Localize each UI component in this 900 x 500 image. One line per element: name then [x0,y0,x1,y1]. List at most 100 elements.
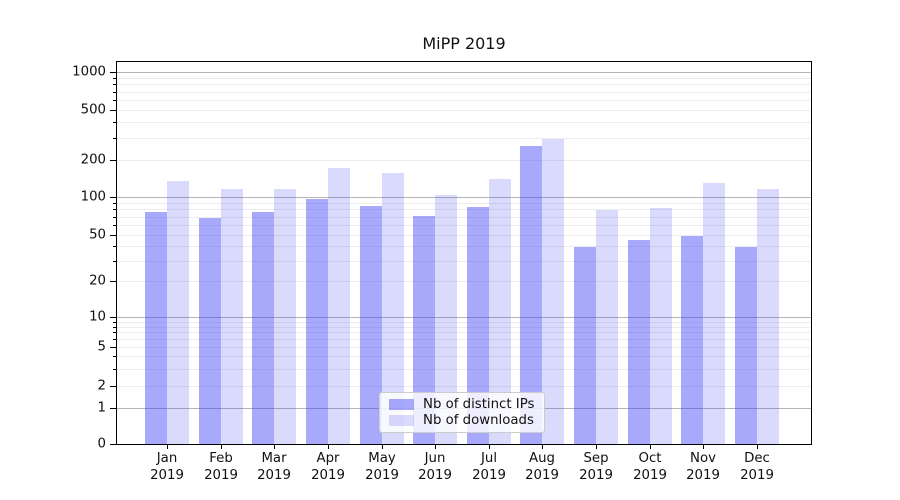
gridline-minor [117,203,811,204]
y-minor-tick [113,137,116,139]
plot-area [116,61,812,445]
bar-distinct-ips [306,199,328,444]
y-minor-tick [113,216,116,218]
y-minor-tick [113,326,116,328]
y-minor-tick [113,202,116,204]
x-tick [382,445,383,449]
gridline-major [117,197,811,198]
y-tick [110,235,116,236]
bar-distinct-ips [735,247,757,444]
gridline-major [117,72,811,73]
y-tick-label: 2 [97,378,106,394]
y-minor-tick [113,321,116,323]
x-tick [596,445,597,449]
y-tick [110,317,116,318]
y-tick-label: 500 [80,102,106,118]
x-tick [221,445,222,449]
x-tick-label: Jun 2019 [418,451,452,483]
y-tick-label: 5 [97,339,106,355]
x-tick [489,445,490,449]
x-tick [542,445,543,449]
x-tick-label: Jan 2019 [150,451,184,483]
y-minor-tick [113,77,116,79]
y-tick [110,408,116,409]
y-tick [110,110,116,111]
gridline-minor [117,84,811,85]
gridline-minor [117,322,811,323]
x-tick [328,445,329,449]
gridline-minor [117,261,811,262]
bar-downloads [542,139,564,444]
gridline-major [117,317,811,318]
gridline-minor [117,92,811,93]
y-minor-tick [113,84,116,86]
chart-title: MiPP 2019 [422,34,506,53]
bar-distinct-ips [467,207,489,444]
x-tick [757,445,758,449]
y-tick [110,160,116,161]
x-tick-label: Apr 2019 [311,451,345,483]
gridline-minor [117,160,811,161]
bar-distinct-ips [413,216,435,444]
bar-distinct-ips [360,206,382,444]
legend-entry-downloads: Nb of downloads [389,413,536,428]
y-tick [110,444,116,445]
y-minor-tick [113,209,116,211]
y-tick-label: 100 [80,189,106,205]
y-tick-label: 10 [89,309,106,325]
y-minor-tick [113,225,116,226]
x-tick-label: Feb 2019 [204,451,238,483]
bar-distinct-ips [574,247,596,444]
gridline-minor [117,356,811,357]
x-tick-label: Oct 2019 [633,451,667,483]
y-tick-label: 1 [97,400,106,416]
x-tick-label: Mar 2019 [257,451,291,483]
gridline-minor [117,386,811,387]
x-tick [650,445,651,449]
bar-downloads [274,189,296,444]
gridline-minor [117,217,811,218]
y-tick-label: 1000 [72,64,106,80]
bar-distinct-ips [628,240,650,444]
bar-downloads [650,208,672,444]
gridline-minor [117,246,811,247]
y-tick [110,197,116,198]
bar-distinct-ips [681,236,703,444]
y-minor-tick [113,260,116,262]
gridline-minor [117,225,811,226]
legend: Nb of distinct IPs Nb of downloads [379,392,545,433]
y-minor-tick [113,91,116,93]
gridline-minor [117,122,811,123]
y-tick [110,72,116,73]
y-tick [110,347,116,348]
y-minor-tick [113,356,116,358]
y-tick [110,281,116,282]
legend-swatch-distinct-ips-icon [389,399,414,411]
bar-distinct-ips [520,146,542,444]
x-tick-label: Nov 2019 [686,451,720,483]
y-minor-tick [113,368,116,370]
gridline-minor [117,332,811,333]
gridline-minor [117,369,811,370]
y-tick-label: 0 [97,436,106,452]
x-tick-label: Dec 2019 [740,451,774,483]
bar-distinct-ips [199,218,221,444]
gridline-minor [117,100,811,101]
legend-label-downloads: Nb of downloads [423,412,534,428]
y-tick-label: 20 [89,273,106,289]
gridline-minor [117,339,811,340]
x-tick-label: Sep 2019 [579,451,613,483]
bar-distinct-ips [252,212,274,444]
bar-downloads [382,173,404,444]
gridline-minor [117,78,811,79]
y-tick-label: 50 [89,227,106,243]
legend-label-distinct-ips: Nb of distinct IPs [423,397,535,413]
bar-downloads [489,179,511,444]
bar-downloads [703,183,725,444]
y-minor-tick [113,122,116,124]
x-tick-label: Jul 2019 [472,451,506,483]
bar-downloads [167,181,189,444]
gridline-minor [117,138,811,139]
x-tick [274,445,275,449]
bar-distinct-ips [145,212,167,444]
